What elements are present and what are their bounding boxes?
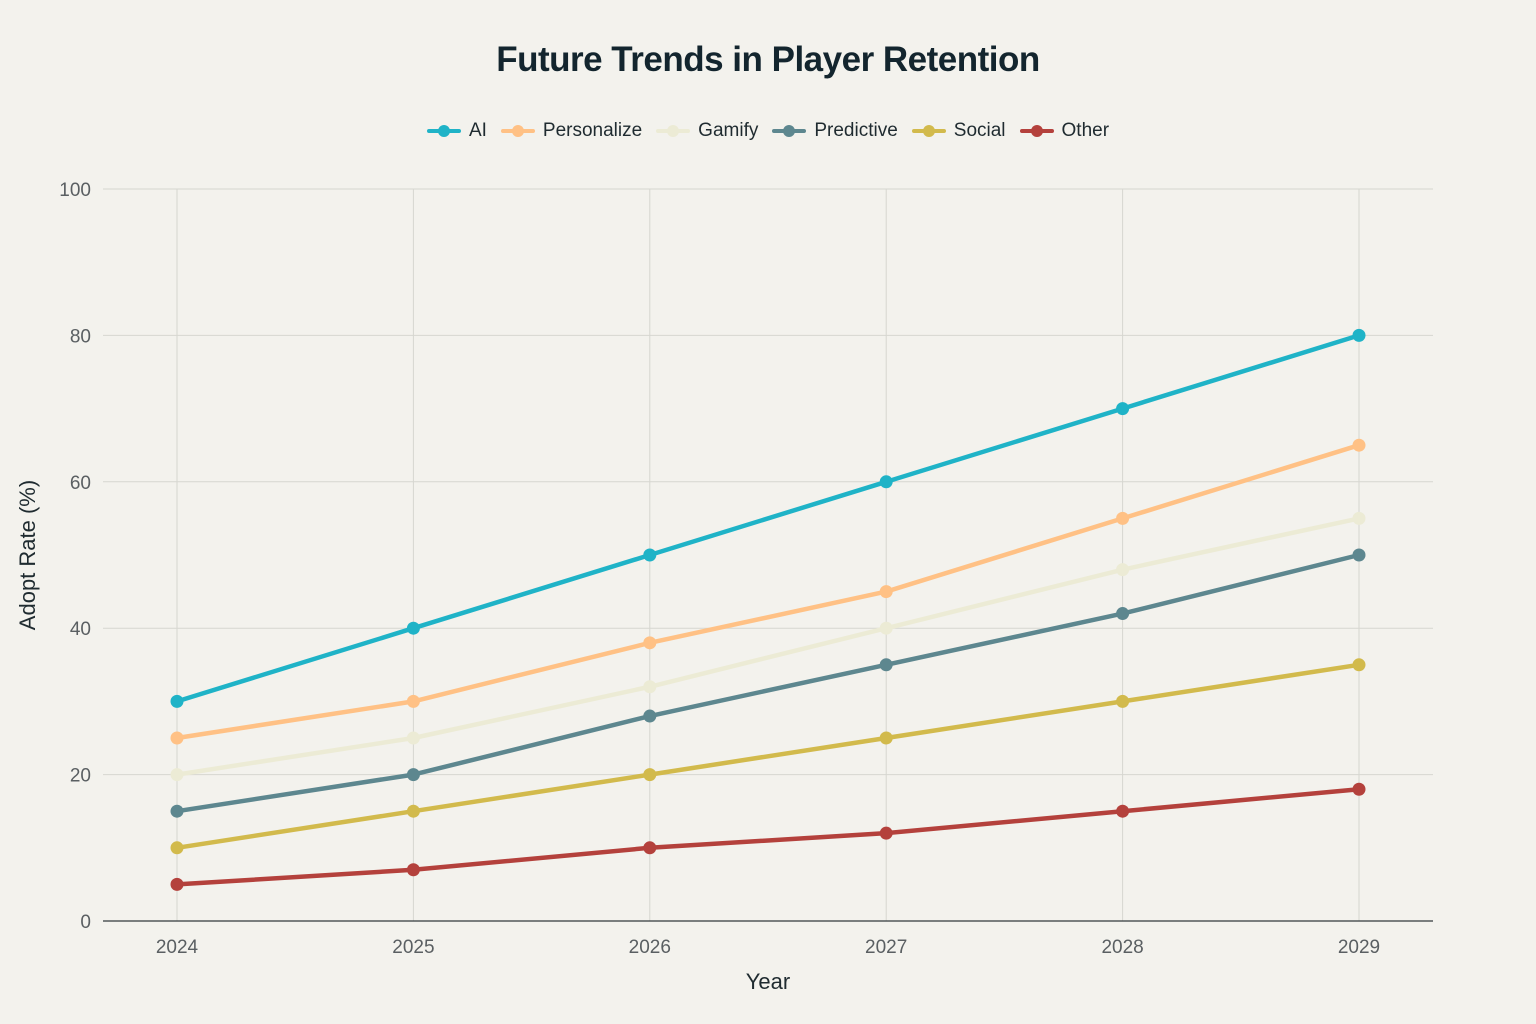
data-point[interactable] bbox=[1352, 782, 1366, 796]
series-other bbox=[170, 782, 1366, 891]
legend-label: Social bbox=[953, 120, 1006, 141]
axes: 2024 2025 2026 2027 2028 2029 0 20 40 60 80 100 bbox=[59, 180, 1433, 958]
legend-label: Other bbox=[1061, 120, 1110, 141]
x-tick-label: 2024 bbox=[156, 937, 199, 958]
legend-swatch-icon bbox=[426, 118, 461, 144]
x-tick-label: 2025 bbox=[392, 937, 434, 958]
series-social bbox=[170, 658, 1366, 855]
data-point[interactable] bbox=[879, 475, 893, 489]
series-line bbox=[174, 516, 1362, 777]
legend-label: Predictive bbox=[814, 120, 898, 141]
series-line bbox=[174, 442, 1362, 741]
legend-swatch-icon bbox=[1019, 118, 1054, 144]
y-tick-label: 40 bbox=[70, 619, 91, 640]
legend-item-other[interactable]: Other bbox=[1019, 118, 1110, 144]
data-point[interactable] bbox=[406, 863, 420, 877]
legend-item-predictive[interactable]: Predictive bbox=[772, 118, 898, 144]
gridlines bbox=[103, 188, 1433, 921]
y-tick-label: 60 bbox=[70, 473, 91, 494]
data-point[interactable] bbox=[406, 731, 420, 745]
data-point[interactable] bbox=[643, 768, 657, 782]
data-point[interactable] bbox=[643, 548, 657, 562]
data-point[interactable] bbox=[1352, 511, 1366, 525]
data-point[interactable] bbox=[643, 680, 657, 694]
legend-swatch-icon bbox=[772, 118, 807, 144]
legend-label: Personalize bbox=[542, 120, 643, 141]
data-point[interactable] bbox=[643, 841, 657, 855]
data-point[interactable] bbox=[1116, 511, 1130, 525]
x-tick-label: 2029 bbox=[1338, 937, 1380, 958]
legend-item-ai[interactable]: AI bbox=[426, 118, 487, 144]
data-point[interactable] bbox=[1116, 694, 1130, 708]
data-point[interactable] bbox=[406, 694, 420, 708]
data-point[interactable] bbox=[406, 621, 420, 635]
data-point[interactable] bbox=[879, 585, 893, 599]
x-tick-label: 2028 bbox=[1101, 937, 1143, 958]
y-tick-label: 0 bbox=[80, 912, 91, 933]
series-line bbox=[174, 333, 1362, 704]
series-ai bbox=[170, 328, 1366, 708]
data-point[interactable] bbox=[170, 804, 184, 818]
data-point[interactable] bbox=[879, 658, 893, 672]
data-point[interactable] bbox=[1116, 563, 1130, 577]
data-point[interactable] bbox=[643, 709, 657, 723]
data-point[interactable] bbox=[1116, 402, 1130, 416]
legend-swatch-icon bbox=[500, 118, 535, 144]
data-point[interactable] bbox=[170, 877, 184, 891]
data-point[interactable] bbox=[1352, 548, 1366, 562]
series-line bbox=[174, 552, 1362, 814]
series-predictive bbox=[170, 548, 1366, 818]
x-tick-label: 2026 bbox=[629, 937, 671, 958]
data-point[interactable] bbox=[643, 636, 657, 650]
y-axis-title: Adopt Rate (%) bbox=[15, 480, 40, 630]
x-axis-title: Year bbox=[746, 969, 790, 994]
legend-item-gamify[interactable]: Gamify bbox=[656, 118, 758, 144]
y-tick-label: 20 bbox=[70, 766, 91, 787]
data-point[interactable] bbox=[170, 768, 184, 782]
y-tick-label: 80 bbox=[70, 326, 91, 347]
series-personalize bbox=[170, 438, 1366, 745]
legend-item-social[interactable]: Social bbox=[911, 118, 1006, 144]
legend-label: Gamify bbox=[698, 120, 759, 141]
series-gamify bbox=[170, 511, 1366, 782]
legend-label: AI bbox=[468, 120, 487, 141]
data-point[interactable] bbox=[170, 731, 184, 745]
series-lines bbox=[170, 328, 1366, 891]
data-point[interactable] bbox=[879, 826, 893, 840]
legend-item-personalize[interactable]: Personalize bbox=[500, 118, 643, 144]
y-tick-label: 100 bbox=[59, 180, 91, 201]
data-point[interactable] bbox=[1116, 607, 1130, 621]
legend: AI Personalize Gamify Predictive Social Other bbox=[0, 118, 1536, 144]
data-point[interactable] bbox=[879, 621, 893, 635]
data-point[interactable] bbox=[170, 841, 184, 855]
series-line bbox=[174, 786, 1362, 887]
series-line bbox=[174, 662, 1362, 851]
data-point[interactable] bbox=[879, 731, 893, 745]
chart-title: Future Trends in Player Retention bbox=[496, 40, 1040, 79]
data-point[interactable] bbox=[1116, 804, 1130, 818]
legend-swatch-icon bbox=[656, 118, 691, 144]
data-point[interactable] bbox=[406, 768, 420, 782]
data-point[interactable] bbox=[1352, 328, 1366, 342]
data-point[interactable] bbox=[170, 694, 184, 708]
data-point[interactable] bbox=[1352, 658, 1366, 672]
legend-swatch-icon bbox=[911, 118, 946, 144]
x-tick-label: 2027 bbox=[865, 937, 907, 958]
data-point[interactable] bbox=[406, 804, 420, 818]
data-point[interactable] bbox=[1352, 438, 1366, 452]
